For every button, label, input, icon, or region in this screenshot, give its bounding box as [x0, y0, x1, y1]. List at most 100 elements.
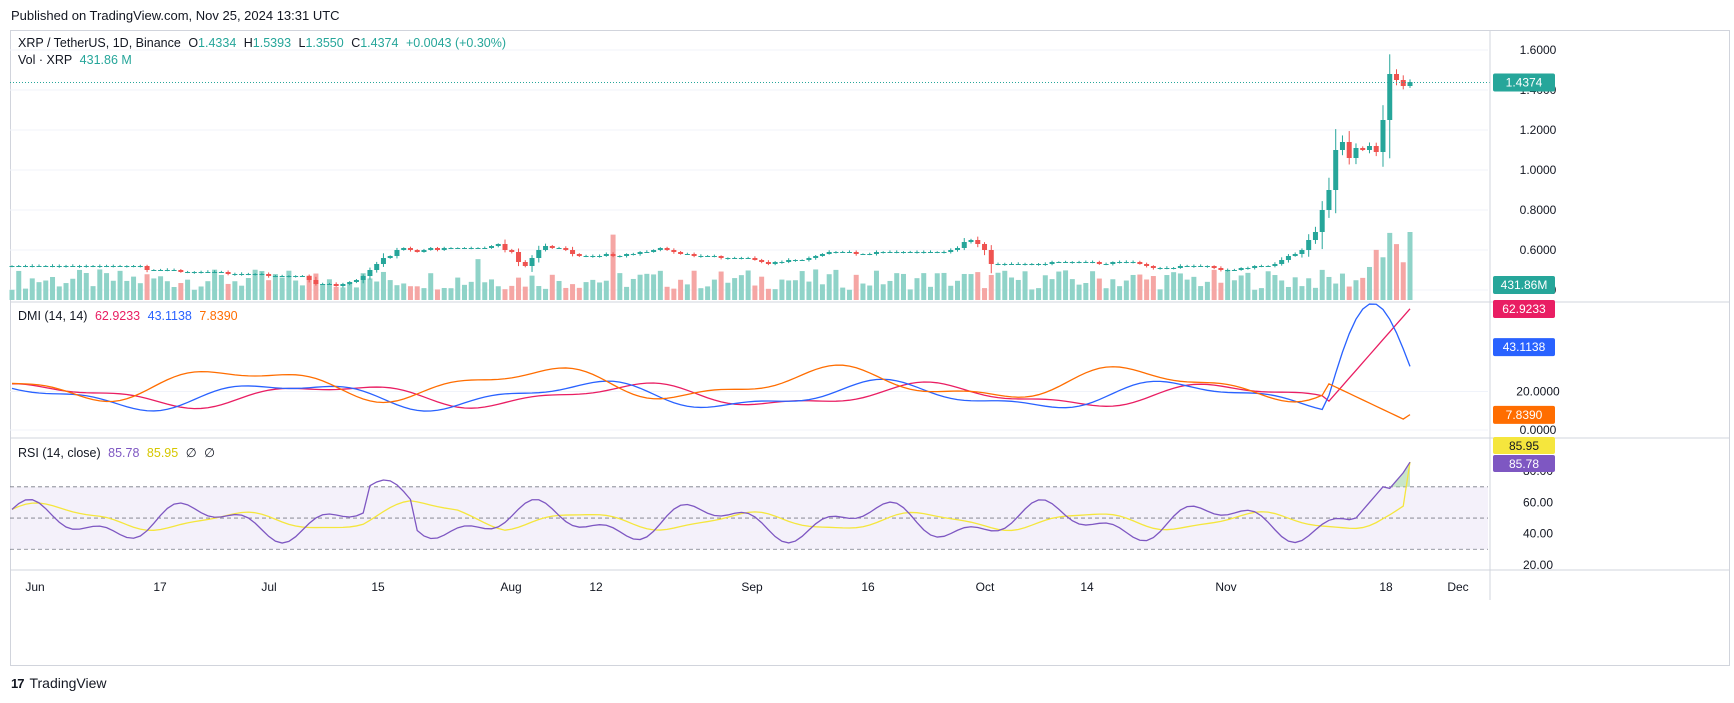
volume-bar: [110, 280, 116, 300]
candle-body: [1299, 250, 1305, 254]
volume-bar: [779, 279, 785, 300]
volume-bar: [860, 283, 866, 300]
volume-bar: [678, 279, 684, 300]
rsi-line: [11, 461, 1411, 544]
volume-bar: [1366, 266, 1372, 300]
candle-body: [1218, 268, 1224, 270]
candle-body: [279, 276, 285, 277]
volume-bar: [191, 289, 197, 300]
x-tick-label: 12: [589, 580, 603, 594]
volume-bar: [1144, 279, 1150, 300]
volume-bar: [212, 269, 218, 300]
volume-bar: [691, 270, 697, 300]
volume-label[interactable]: Vol · XRP: [18, 53, 73, 67]
volume-bar: [306, 275, 312, 300]
volume-bar: [1272, 275, 1278, 300]
candle-body: [1022, 264, 1028, 265]
candle-body: [684, 254, 690, 255]
candle-body: [1137, 262, 1143, 264]
x-tick-label: Dec: [1447, 580, 1468, 594]
candle-body: [610, 254, 616, 256]
candle-body: [83, 266, 89, 267]
candle-body: [347, 282, 353, 284]
candle-body: [657, 248, 663, 250]
volume-bar: [975, 272, 981, 300]
price-tick-label: 1.6000: [1520, 43, 1557, 57]
dmi-adx-line: [11, 308, 1411, 410]
candle-body: [887, 252, 893, 253]
dmi-minus_di-badge: [1493, 405, 1555, 424]
candle-body: [968, 240, 974, 242]
volume-bar: [1380, 257, 1386, 300]
volume-bar: [97, 269, 103, 300]
candle-body: [1083, 262, 1089, 263]
rsi-overbought-fill: [1369, 462, 1410, 487]
volume-bar: [16, 270, 22, 300]
candle-body: [1285, 256, 1291, 260]
candle-body: [29, 266, 35, 267]
rsi-title[interactable]: RSI (14, close): [18, 446, 101, 460]
volume-bar: [840, 287, 846, 300]
candle-body: [840, 252, 846, 253]
volume-bar: [968, 274, 974, 300]
volume-bar: [151, 278, 157, 300]
volume-bar: [590, 279, 596, 300]
open-value: 1.4334: [198, 36, 237, 50]
volume-bar: [1090, 271, 1096, 300]
candle-body: [407, 248, 413, 250]
volume-bar: [1312, 287, 1318, 300]
volume-bar: [1279, 280, 1285, 300]
dmi-legend: DMI (14, 14) 62.9233 43.1138 7.8390: [18, 309, 242, 323]
candle-body: [360, 276, 366, 280]
candle-body: [711, 256, 717, 257]
candle-body: [678, 252, 684, 254]
candle-body: [765, 262, 771, 264]
x-tick-label: Jun: [25, 580, 44, 594]
candle-body: [948, 250, 954, 252]
volume-bar: [1231, 280, 1237, 300]
candle-body: [340, 284, 346, 286]
candle-body: [414, 250, 420, 252]
volume-bar: [205, 281, 211, 300]
high-value: 1.5393: [252, 36, 292, 50]
volume-bar: [394, 285, 400, 300]
candle-body: [36, 266, 42, 267]
candle-body: [853, 252, 859, 254]
candle-body: [549, 246, 555, 248]
volume-bar: [475, 259, 481, 300]
volume-bar: [792, 280, 798, 300]
volume-bar: [745, 270, 751, 300]
candle-body: [50, 266, 56, 267]
volume-bar: [1049, 279, 1055, 300]
price-tick-label: 0.6000: [1520, 243, 1557, 257]
dmi-title[interactable]: DMI (14, 14): [18, 309, 88, 323]
candle-body: [380, 258, 386, 264]
volume-bar: [1171, 272, 1177, 300]
volume-bar: [131, 276, 137, 300]
candle-body: [651, 250, 657, 252]
candle-body: [1157, 268, 1163, 269]
rsi-ma-line: [11, 461, 1411, 532]
dmi-minus-value: 7.8390: [199, 309, 238, 323]
dmi-plus-value: 43.1138: [147, 309, 192, 323]
candle-body: [1258, 266, 1264, 267]
symbol-label[interactable]: XRP / TetherUS, 1D, Binance: [18, 36, 181, 50]
rsi-tick-label: 20.00: [1523, 558, 1553, 572]
volume-bar: [218, 275, 224, 300]
volume-bar: [671, 288, 677, 300]
volume-bar: [948, 285, 954, 300]
candle-body: [1204, 266, 1210, 267]
candle-body: [1184, 266, 1190, 267]
volume-bar: [124, 280, 130, 300]
candle-body: [137, 266, 143, 267]
volume-bar: [198, 286, 204, 300]
volume-bar: [1177, 273, 1183, 300]
candle-body: [955, 248, 961, 250]
candle-body: [1049, 262, 1055, 264]
dmi-tick-label: 20.0000: [1516, 385, 1560, 399]
candle-body: [1326, 190, 1332, 210]
candle-body: [725, 258, 731, 259]
volume-bar: [637, 274, 643, 300]
candle-body: [90, 266, 96, 267]
